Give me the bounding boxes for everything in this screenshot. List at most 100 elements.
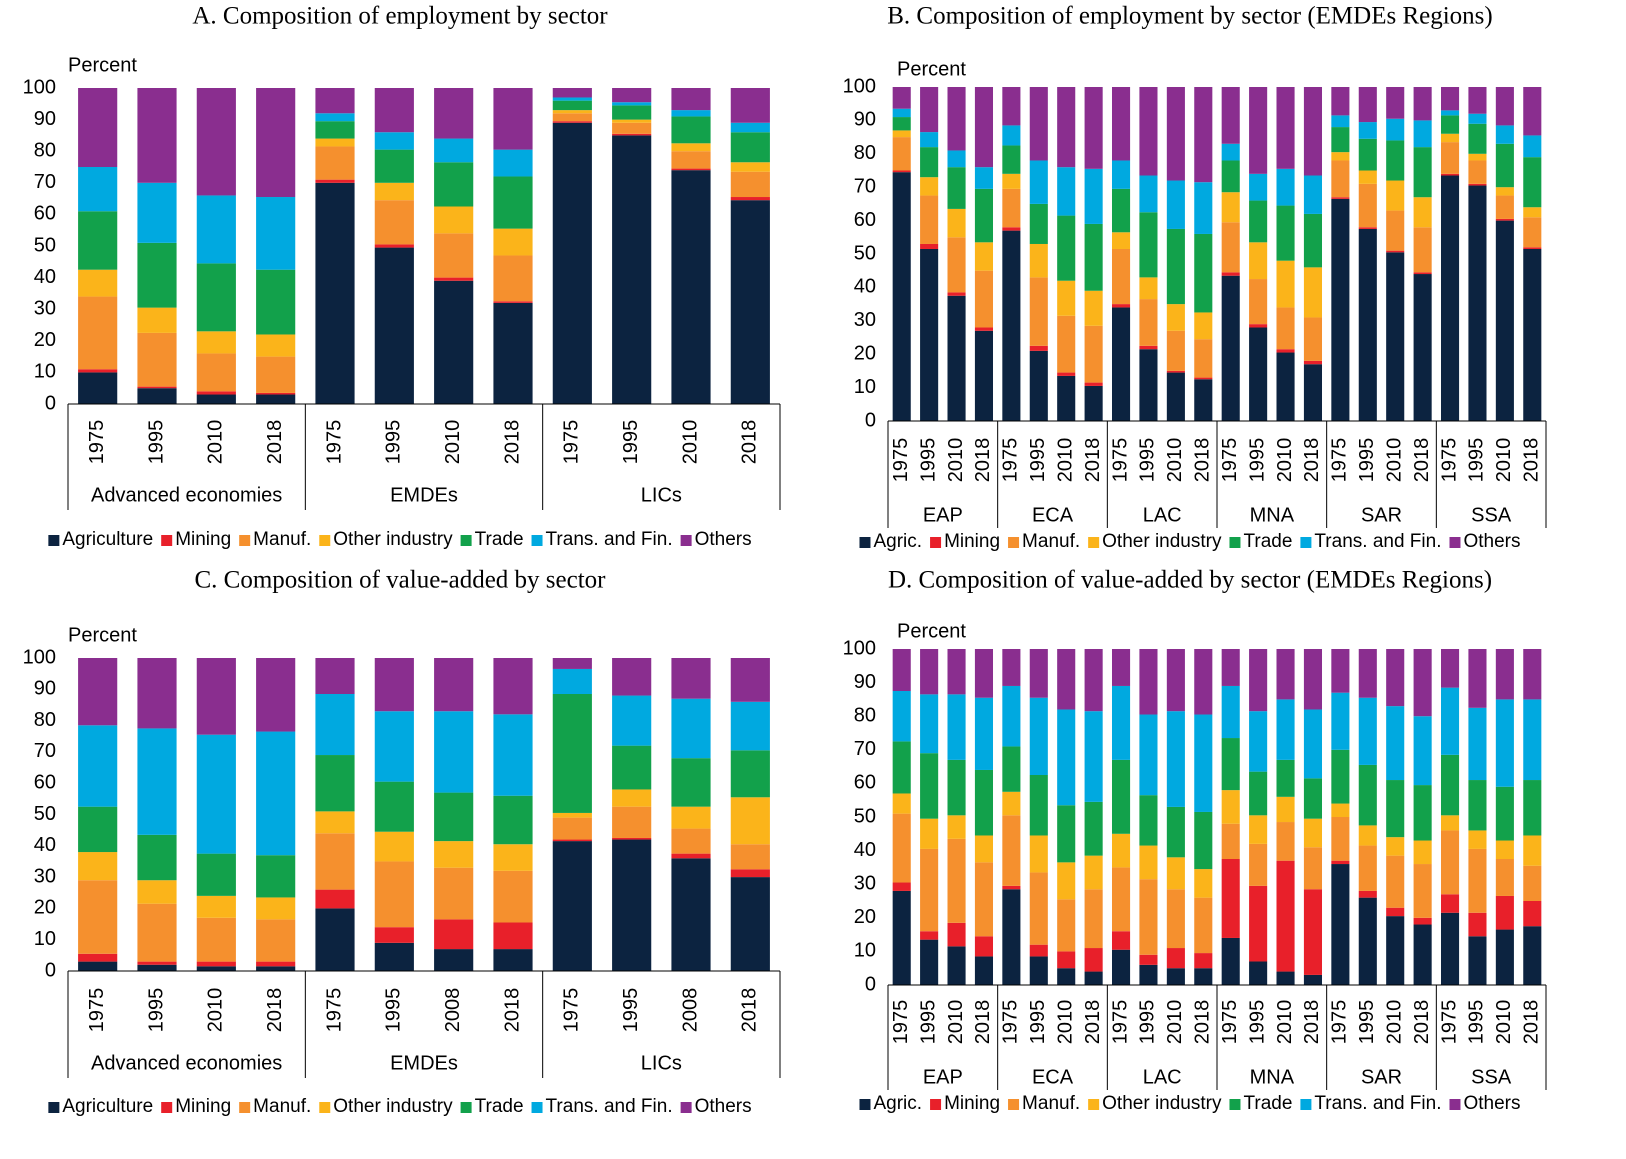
bar-segment: [315, 889, 355, 909]
bar-segment: [612, 695, 652, 746]
bar-segment: [947, 87, 966, 151]
bar-segment: [1057, 709, 1076, 806]
bar-segment: [1029, 203, 1048, 244]
bar-segment: [1331, 115, 1350, 128]
legend-label: Trade: [1243, 531, 1292, 552]
x-tick-label: 1995: [1027, 438, 1049, 483]
y-tick-label: 60: [34, 203, 56, 225]
x-tick-label: 2010: [679, 420, 701, 465]
legend: Agriculture Mining Manuf. Other industry Tra…: [48, 529, 752, 550]
bar-segment: [78, 372, 118, 404]
bar-segment: [256, 966, 296, 971]
bar-segment: [552, 817, 592, 840]
group-label: MNA: [1250, 1066, 1295, 1088]
bar-segment: [671, 168, 711, 171]
legend-swatch: [1088, 537, 1100, 548]
y-tick-label: 40: [854, 276, 876, 298]
bar-segment: [612, 102, 652, 106]
x-tick-label: 2010: [1054, 438, 1076, 483]
bar-segment: [1386, 118, 1405, 141]
bar-segment: [1440, 173, 1460, 176]
bar-segment: [1358, 697, 1377, 765]
group-label: Advanced economies: [91, 484, 282, 506]
group-label: EAP: [923, 504, 963, 526]
bar-segment: [1358, 228, 1377, 421]
bar-segment: [1139, 349, 1158, 421]
bar-segment: [1002, 746, 1021, 792]
x-tick-label: 2018: [1411, 1000, 1433, 1045]
bar-segment: [947, 649, 966, 695]
legend-swatch: [930, 1099, 942, 1110]
legend-label: Trade: [475, 1096, 524, 1117]
bar-segment: [1139, 795, 1158, 846]
x-tick-label: 1975: [1438, 1000, 1460, 1045]
bar-segment: [1166, 649, 1185, 712]
bar-segment: [1331, 127, 1350, 153]
x-tick-label: 2018: [739, 420, 761, 465]
y-tick-label: 50: [854, 242, 876, 264]
legend-swatch: [161, 535, 173, 546]
bar-segment: [1276, 349, 1295, 353]
bar-segment: [256, 961, 296, 967]
bar-segment: [1523, 699, 1542, 781]
y-tick-label: 90: [34, 108, 56, 130]
bar-segment: [1386, 907, 1405, 917]
x-tick-label: 1995: [145, 988, 167, 1033]
bar-segment: [947, 694, 966, 760]
bar-segment: [671, 758, 711, 807]
x-tick-label: 1975: [561, 420, 583, 465]
bar-segment: [1221, 275, 1240, 421]
bar-segment: [1413, 274, 1432, 421]
bar-segment: [434, 280, 474, 404]
bar-segment: [1139, 649, 1158, 715]
y-tick-label: 80: [854, 704, 876, 726]
bar-segment: [892, 108, 911, 118]
bar-segment: [920, 939, 939, 985]
bar-segment: [1084, 948, 1103, 972]
bar-segment: [434, 867, 474, 920]
bar-segment: [1413, 120, 1432, 148]
x-tick-label: 1995: [1246, 438, 1268, 483]
bar-segment: [1331, 160, 1350, 198]
bar-segment: [1084, 889, 1103, 949]
x-tick-label: 2018: [739, 988, 761, 1033]
bar-segment: [974, 769, 994, 836]
bar-segment: [947, 838, 966, 923]
bar-segment: [1139, 714, 1158, 796]
x-tick-label: 2010: [1274, 1000, 1296, 1045]
bar-segment: [612, 745, 652, 790]
bar-segment: [1523, 217, 1542, 248]
legend-label: Other industry: [333, 1096, 453, 1117]
bar-segment: [1029, 944, 1048, 957]
bar-segment: [1194, 869, 1213, 898]
bar-segment: [974, 242, 994, 271]
bar-segment: [892, 890, 911, 985]
chart-panel: B. Composition of employment by sector (…: [843, 3, 1547, 552]
bar-segment: [1221, 222, 1240, 273]
x-tick-label: 2010: [1383, 1000, 1405, 1045]
y-tick-label: 80: [34, 139, 56, 161]
bar-segment: [552, 100, 592, 111]
bar-segment: [1111, 87, 1131, 161]
bar-segment: [137, 903, 177, 962]
bar-segment: [1166, 372, 1185, 421]
bar-segment: [1276, 971, 1295, 985]
bar-segment: [137, 332, 177, 387]
bar-segment: [1440, 175, 1460, 421]
bar-segment: [493, 714, 533, 796]
bar-segment: [1249, 843, 1268, 886]
x-tick-label: 2010: [205, 420, 227, 465]
bar-segment: [1386, 706, 1405, 781]
x-tick-label: 2018: [1521, 1000, 1543, 1045]
bar-segment: [1249, 771, 1268, 816]
bar-segment: [552, 97, 592, 101]
bar-segment: [730, 122, 770, 133]
bar-segment: [671, 658, 711, 699]
bar-segment: [256, 919, 296, 962]
legend-label: Other industry: [1102, 1093, 1222, 1114]
bar-segment: [1002, 230, 1021, 421]
bar-segment: [892, 117, 911, 131]
legend-swatch: [161, 1102, 173, 1113]
y-tick-label: 80: [854, 142, 876, 164]
x-tick-label: 2010: [1054, 1000, 1076, 1045]
